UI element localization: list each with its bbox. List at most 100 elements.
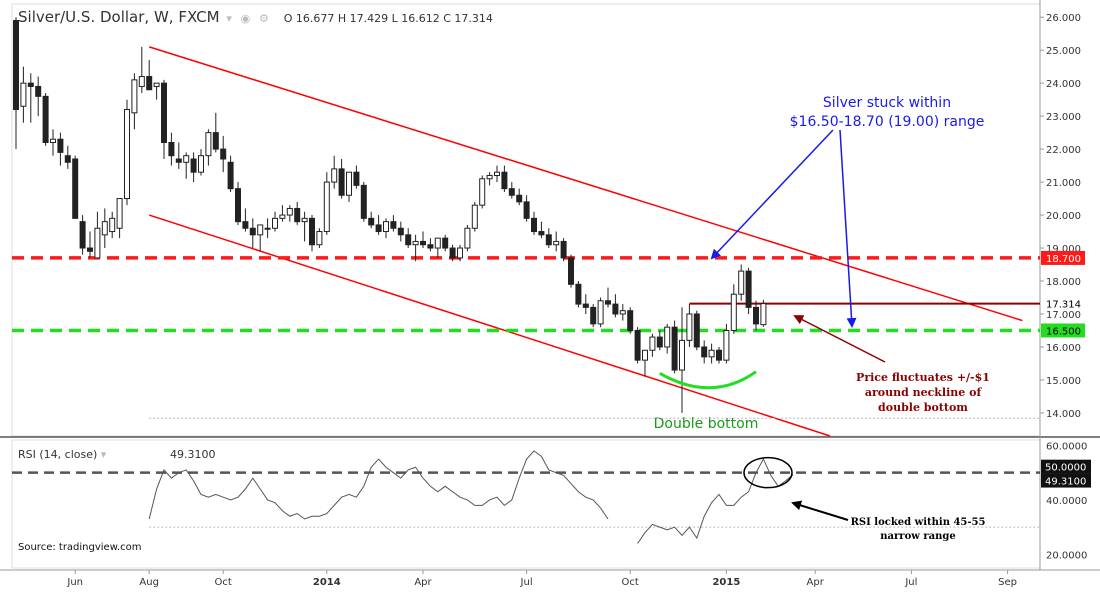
candle — [279, 205, 286, 222]
rsi-y-tick-label: 60.0000 — [1046, 441, 1087, 452]
candle — [309, 215, 315, 252]
candle-body — [353, 171, 360, 186]
candle — [205, 129, 212, 166]
dropdown-icon[interactable]: ▾ — [226, 12, 232, 25]
blue-arrow-support — [839, 129, 857, 328]
rsi-value-label-text: 50.0000 — [1045, 463, 1086, 474]
y-tick-label: 19.000 — [1046, 244, 1081, 255]
candle-body — [427, 244, 434, 249]
rsi-highlight-circle — [743, 456, 793, 489]
candle-body — [597, 300, 604, 325]
blue-note-line: Silver stuck within — [823, 95, 951, 111]
candle-body — [442, 237, 449, 249]
candle — [13, 17, 19, 150]
rsi-dropdown-icon[interactable]: ▾ — [100, 448, 107, 461]
candle — [27, 73, 34, 123]
y-tick-label: 16.000 — [1046, 343, 1081, 354]
candle — [516, 188, 523, 206]
darkred-arrow — [793, 315, 886, 363]
candle-body — [590, 306, 597, 325]
eye-icon[interactable]: ◉ — [240, 12, 251, 25]
candle — [168, 132, 175, 166]
candle — [227, 155, 234, 192]
candle-body — [390, 221, 397, 229]
candle-body — [656, 336, 663, 348]
candle — [701, 340, 708, 364]
rsi-note-line: RSI locked within 45-55 — [851, 517, 986, 528]
candle — [383, 218, 389, 239]
candle — [590, 304, 597, 328]
candle — [479, 175, 486, 209]
candle — [760, 299, 767, 327]
candle-body — [20, 82, 27, 107]
candle — [235, 182, 241, 225]
rsi-value-label-bg — [1041, 473, 1091, 488]
candle-body — [79, 221, 86, 249]
candle-body — [560, 240, 567, 259]
candle-body — [486, 174, 493, 180]
settings-icon[interactable]: ⚙ — [259, 12, 269, 25]
candle — [183, 152, 190, 179]
x-tick-label: 2015 — [712, 577, 740, 588]
candle — [161, 79, 167, 159]
candle — [242, 208, 249, 232]
x-tick-label: Jul — [520, 577, 533, 588]
candle-body — [679, 339, 685, 371]
candle-body — [760, 303, 767, 326]
candle — [671, 320, 678, 374]
candle — [412, 234, 419, 262]
resistance-label-text: 18.700 — [1046, 254, 1081, 265]
y-tick-label: 17.000 — [1046, 310, 1081, 321]
candle-body — [131, 79, 138, 114]
rsi-pane-frame — [11, 439, 1041, 569]
candle-body — [612, 303, 619, 315]
y-tick-label: 15.000 — [1046, 376, 1081, 387]
candle-body — [227, 161, 234, 190]
candle-body — [87, 247, 93, 252]
candle — [523, 195, 530, 222]
candle-body — [279, 214, 286, 219]
x-tick-label: Aug — [139, 577, 159, 588]
candle — [331, 155, 338, 189]
rsi-current-value: 49.3100 — [170, 448, 216, 461]
candle-body — [109, 217, 116, 233]
candle-body — [205, 132, 212, 157]
candle — [501, 165, 508, 192]
candle — [109, 211, 116, 239]
candle-body — [753, 306, 759, 325]
candle-body — [538, 231, 545, 236]
candle-body — [153, 82, 160, 87]
candle — [642, 349, 648, 377]
candle-body — [190, 158, 197, 173]
last-price-label: 17.314 — [1046, 300, 1081, 311]
candle — [57, 132, 64, 166]
candle-body — [42, 95, 49, 144]
candle-body — [516, 194, 523, 203]
darkred-note-line: double bottom — [878, 401, 968, 414]
candle-body — [730, 293, 737, 331]
candle — [94, 211, 101, 259]
y-tick-label: 14.000 — [1046, 409, 1081, 420]
candle-body — [368, 217, 375, 226]
source-credit: Source: tradingview.com — [18, 542, 142, 553]
candle — [531, 211, 537, 235]
double-bottom-arc — [659, 370, 757, 390]
candle-body — [72, 158, 79, 219]
candle — [457, 244, 463, 262]
candle — [634, 327, 641, 364]
candle-body — [198, 155, 204, 173]
x-tick-label: Jun — [66, 577, 83, 588]
candle-body — [161, 82, 167, 144]
candle — [116, 198, 123, 239]
candle-body — [397, 227, 404, 236]
candle — [745, 267, 752, 314]
candle — [612, 294, 619, 318]
candle-body — [13, 19, 19, 111]
rsi-y-tick-label: 40.0000 — [1046, 496, 1087, 507]
candle-body — [257, 224, 264, 236]
candle-body — [175, 158, 182, 163]
candle — [294, 201, 301, 225]
candle — [664, 323, 671, 354]
candle — [753, 300, 759, 331]
